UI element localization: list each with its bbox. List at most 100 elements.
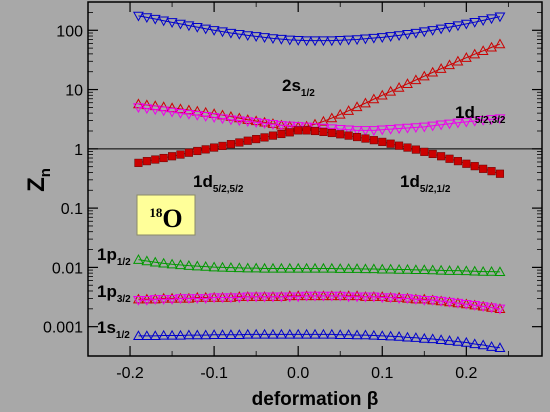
data-point (208, 329, 220, 339)
data-point (267, 120, 279, 130)
data-point (378, 137, 387, 146)
data-point (427, 26, 439, 36)
data-point (233, 112, 245, 123)
data-point (486, 115, 498, 125)
data-point (462, 159, 471, 168)
data-point (494, 266, 506, 277)
data-point (418, 264, 430, 274)
state-label: 1p1/2 (97, 245, 131, 268)
data-point (460, 19, 472, 30)
data-point (410, 28, 422, 39)
data-point (317, 115, 329, 126)
data-point (460, 299, 472, 310)
data-point (477, 16, 489, 26)
data-point (176, 150, 185, 159)
data-point (452, 55, 464, 66)
data-point (452, 298, 464, 309)
data-point (183, 21, 195, 32)
data-point (225, 28, 237, 39)
y-axis-title-sub: n (37, 168, 54, 177)
data-point (477, 265, 489, 276)
data-point (259, 328, 271, 339)
data-point (132, 103, 144, 114)
data-point (444, 265, 455, 275)
data-point (242, 292, 254, 303)
data-point (376, 291, 388, 301)
data-point (334, 291, 346, 302)
data-point (166, 292, 178, 303)
data-point (411, 145, 420, 154)
data-point (210, 143, 219, 152)
data-point (132, 293, 144, 304)
data-point (225, 293, 237, 304)
data-point (250, 292, 262, 303)
y-tick-label: 0.001 (43, 320, 83, 337)
data-point (437, 152, 446, 161)
data-point (435, 63, 447, 73)
data-point (183, 260, 195, 270)
data-point (132, 330, 144, 341)
data-point (351, 290, 363, 301)
state-label-main: 1p (97, 245, 117, 264)
data-point (495, 169, 505, 178)
data-point (351, 263, 363, 273)
data-point (175, 108, 186, 119)
data-point (132, 11, 144, 22)
data-point (292, 290, 304, 301)
data-point (301, 36, 313, 47)
state-label: 2s1/2 (282, 76, 315, 99)
data-point (175, 259, 186, 270)
state-label: 1d5/2,1/2 (400, 172, 451, 195)
data-point (376, 33, 388, 43)
data-point (452, 118, 464, 129)
y-tick-label: 10 (65, 83, 83, 100)
data-point (359, 97, 371, 108)
data-point (284, 121, 296, 132)
data-point (326, 328, 338, 339)
data-point (494, 342, 506, 352)
data-point (301, 262, 313, 273)
data-point (217, 261, 228, 272)
data-point (166, 258, 178, 269)
data-point (336, 130, 345, 139)
data-point (267, 328, 279, 339)
data-point (477, 339, 489, 350)
data-point (368, 263, 380, 274)
nucleus-label: 18O (136, 194, 196, 236)
data-point (184, 148, 193, 157)
data-point (142, 157, 151, 166)
data-point (344, 131, 353, 140)
data-point (208, 293, 220, 304)
data-point (267, 292, 279, 303)
data-point (385, 263, 397, 274)
data-point (352, 133, 362, 142)
data-point (393, 124, 405, 135)
data-point (166, 295, 178, 305)
x-tick-label: 0.1 (371, 365, 393, 382)
data-point (334, 263, 346, 273)
y-tick-label: 1 (74, 142, 83, 159)
data-point (191, 260, 203, 271)
data-point (284, 292, 296, 303)
data-point (175, 19, 186, 30)
data-point (259, 292, 271, 303)
data-point (460, 336, 472, 347)
data-point (250, 262, 262, 273)
data-point (427, 66, 439, 77)
data-point (359, 126, 371, 136)
data-point (460, 265, 472, 276)
data-point (166, 329, 178, 340)
data-point (259, 119, 271, 129)
data-point (410, 74, 422, 85)
data-point (410, 295, 422, 305)
data-point (368, 329, 380, 340)
data-point (132, 254, 144, 264)
data-point (225, 262, 237, 272)
data-point (418, 293, 430, 304)
data-point (242, 262, 254, 273)
data-point (469, 116, 481, 127)
state-label-sub: 5/2,3/2 (475, 115, 506, 126)
data-point (158, 295, 170, 305)
data-point (191, 110, 203, 121)
data-point (351, 329, 363, 340)
